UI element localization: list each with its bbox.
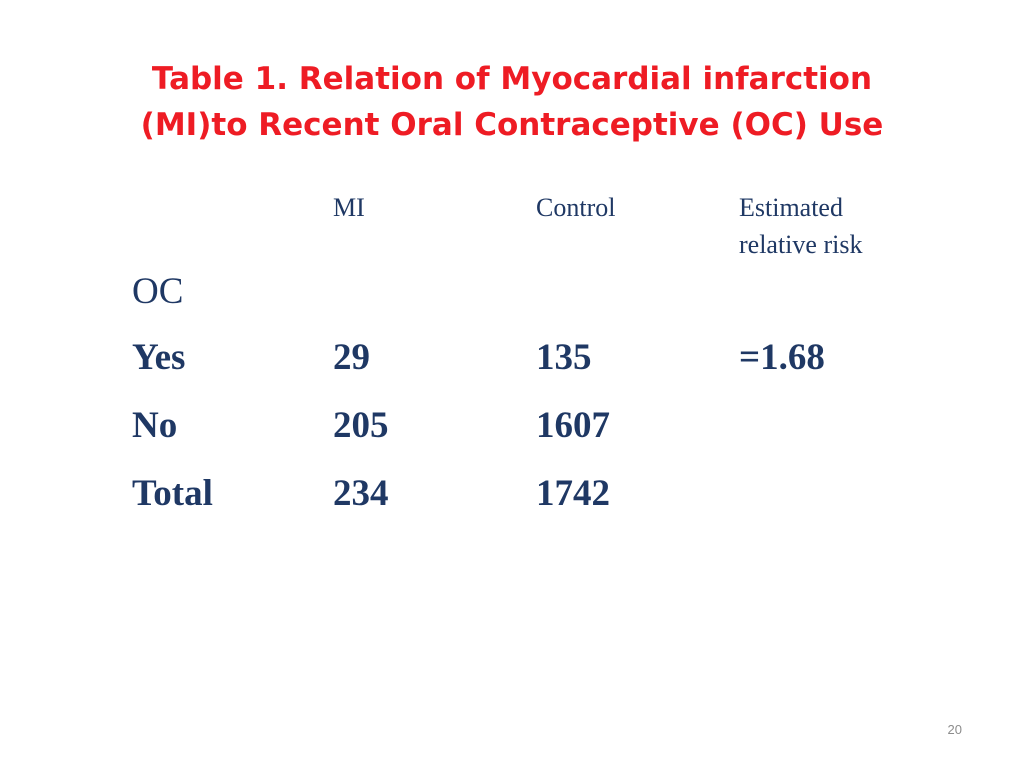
title-line-1: Table 1. Relation of Myocardial infarcti… bbox=[151, 61, 873, 97]
cell-yes-control: 135 bbox=[536, 337, 592, 378]
row-label-total: Total bbox=[132, 473, 213, 514]
header-mi: MI bbox=[333, 193, 365, 222]
title-line-2: (MI)to Recent Oral Contraceptive (OC) Us… bbox=[140, 107, 884, 143]
row-label-yes: Yes bbox=[132, 337, 186, 378]
cell-no-mi: 205 bbox=[333, 405, 389, 446]
page-number: 20 bbox=[947, 722, 962, 737]
header-control: Control bbox=[536, 193, 616, 222]
header-relative-risk-line-2: relative risk bbox=[739, 230, 863, 259]
cell-total-control: 1742 bbox=[536, 473, 610, 514]
group-label-oc: OC bbox=[132, 271, 184, 312]
cell-yes-mi: 29 bbox=[333, 337, 370, 378]
header-relative-risk-line-1: Estimated bbox=[739, 193, 843, 222]
cell-yes-relative-risk: =1.68 bbox=[739, 337, 825, 378]
cell-total-mi: 234 bbox=[333, 473, 389, 514]
cell-no-control: 1607 bbox=[536, 405, 610, 446]
row-label-no: No bbox=[132, 405, 178, 446]
slide-title: Table 1. Relation of Myocardial infarcti… bbox=[0, 56, 1024, 148]
